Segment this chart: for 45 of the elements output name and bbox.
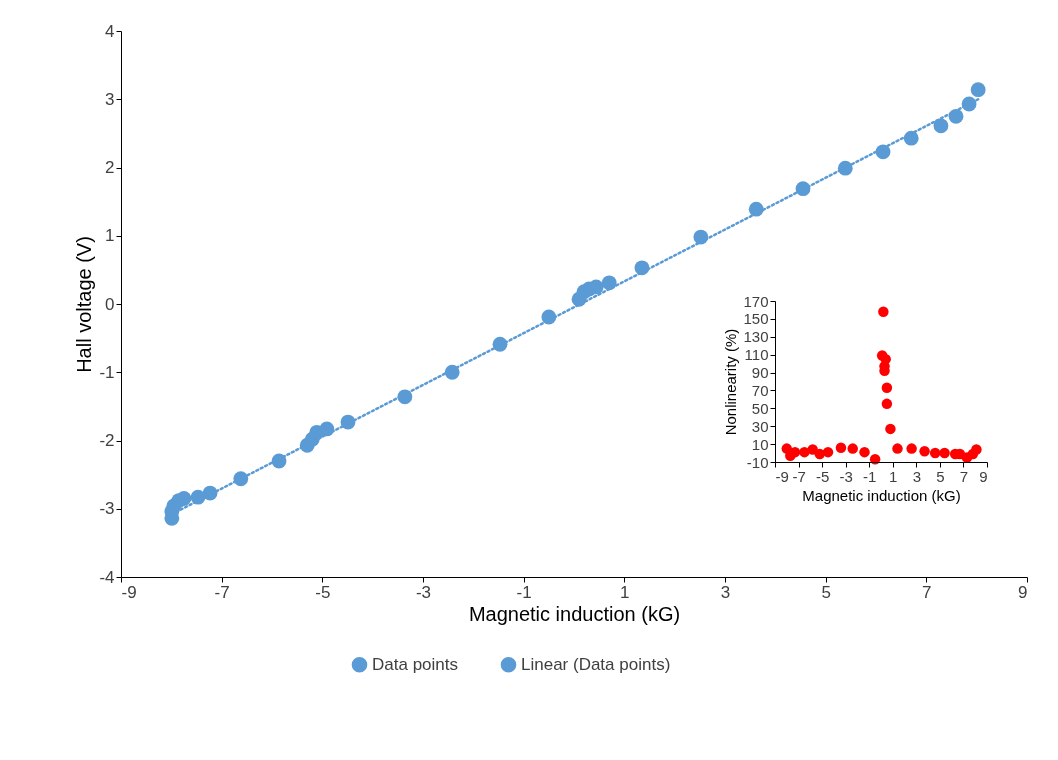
x-tick-label: -5 [815, 467, 830, 485]
x-axis-title: Magnetic induction (kG) [468, 602, 681, 625]
y-tick-label: -3 [99, 499, 115, 519]
y-tick-label: 170 [743, 292, 769, 310]
x-tick-label: -3 [839, 467, 853, 485]
x-tick-label: -5 [315, 582, 331, 602]
x-tick-label: 7 [959, 467, 969, 485]
y-tick-label: -1 [99, 362, 115, 382]
y-tick-label: 110 [744, 346, 769, 364]
x-tick-label: -1 [863, 467, 877, 485]
x-tick-label: 5 [936, 467, 945, 485]
x-tick-label: 5 [821, 582, 831, 602]
y-tick-label: 0 [105, 294, 115, 314]
x-tick-label: 7 [922, 582, 932, 602]
x-tick-label: 3 [912, 467, 922, 485]
legend-label: Linear (Data points) [521, 654, 671, 674]
x-tick-label: 1 [889, 467, 898, 485]
y-tick-label: 1 [105, 226, 115, 246]
y-tick-label: 150 [743, 310, 769, 328]
y-tick-label: 50 [751, 399, 769, 417]
x-tick-label: -9 [775, 467, 789, 485]
x-tick-label: -7 [214, 582, 230, 602]
x-axis-title: Magnetic induction (kG) [802, 486, 961, 504]
y-tick-label: 130 [743, 328, 769, 346]
x-tick-label: -7 [792, 467, 806, 485]
y-tick-label: 3 [105, 89, 115, 109]
x-tick-label: -9 [121, 582, 137, 602]
y-tick-label: -2 [99, 431, 115, 450]
x-tick-label: -3 [415, 582, 432, 602]
y-tick-label: -4 [99, 567, 115, 587]
x-tick-label: 9 [979, 467, 988, 485]
y-tick-label: -10 [746, 453, 769, 471]
legend-label: Data points [372, 654, 458, 674]
y-tick-label: 90 [751, 364, 769, 382]
y-tick-label: 2 [105, 158, 115, 177]
y-tick-label: 4 [105, 21, 115, 41]
y-tick-label: 30 [751, 417, 769, 435]
x-tick-label: -1 [516, 582, 532, 602]
x-tick-label: 1 [620, 582, 630, 602]
y-tick-label: 10 [751, 435, 769, 453]
x-tick-label: 3 [720, 582, 731, 602]
x-tick-label: 9 [1018, 582, 1028, 602]
y-axis-title: Hall voltage (V) [73, 236, 96, 373]
y-axis-title: Nonlinearity (%) [722, 328, 740, 436]
y-tick-label: 70 [751, 381, 769, 399]
